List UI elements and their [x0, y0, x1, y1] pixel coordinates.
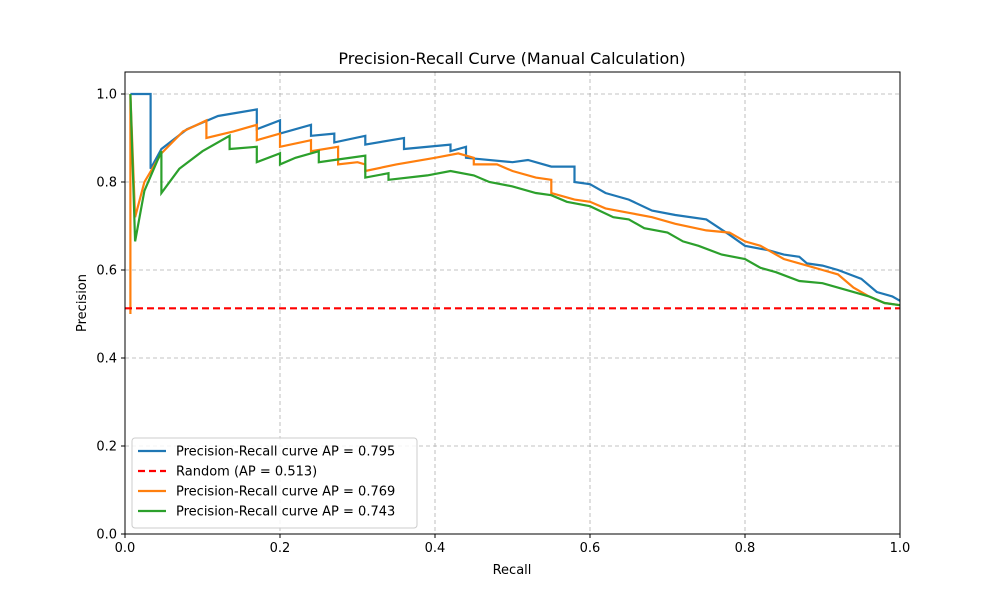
y-tick-label: 0.0	[96, 528, 117, 543]
series-line-0	[130, 92, 901, 302]
x-tick-label: 0.4	[425, 541, 446, 556]
x-tick-label: 0.8	[735, 541, 756, 556]
legend-label: Random (AP = 0.513)	[176, 465, 317, 480]
x-ticks: 0.0 0.2 0.4 0.6 0.8 1.0	[115, 534, 911, 556]
legend-label: Precision-Recall curve AP = 0.795	[176, 445, 395, 460]
legend-label: Precision-Recall curve AP = 0.769	[176, 485, 395, 500]
legend: Precision-Recall curve AP = 0.795 Random …	[131, 437, 418, 529]
y-tick-label: 0.8	[96, 176, 117, 191]
legend-box	[131, 437, 418, 529]
y-tick-label: 1.0	[96, 88, 117, 103]
x-tick-label: 0.6	[580, 541, 601, 556]
chart-title: Precision-Recall Curve (Manual Calculati…	[338, 49, 685, 68]
x-tick-label: 0.0	[115, 541, 136, 556]
y-ticks: 0.0 0.2 0.4 0.6 0.8 1.0	[96, 88, 125, 543]
plot-frame	[124, 71, 901, 535]
y-tick-label: 0.6	[96, 264, 117, 279]
y-tick-label: 0.2	[96, 440, 117, 455]
x-tick-label: 1.0	[890, 541, 911, 556]
y-axis-label: Precision	[75, 274, 90, 332]
x-axis-label: Recall	[493, 563, 532, 578]
y-tick-label: 0.4	[96, 352, 117, 367]
series-line-3	[129, 93, 901, 307]
series-layer	[125, 92, 901, 314]
legend-label: Precision-Recall curve AP = 0.743	[176, 505, 395, 520]
x-tick-label: 0.2	[270, 541, 291, 556]
series-line-2	[129, 93, 901, 314]
